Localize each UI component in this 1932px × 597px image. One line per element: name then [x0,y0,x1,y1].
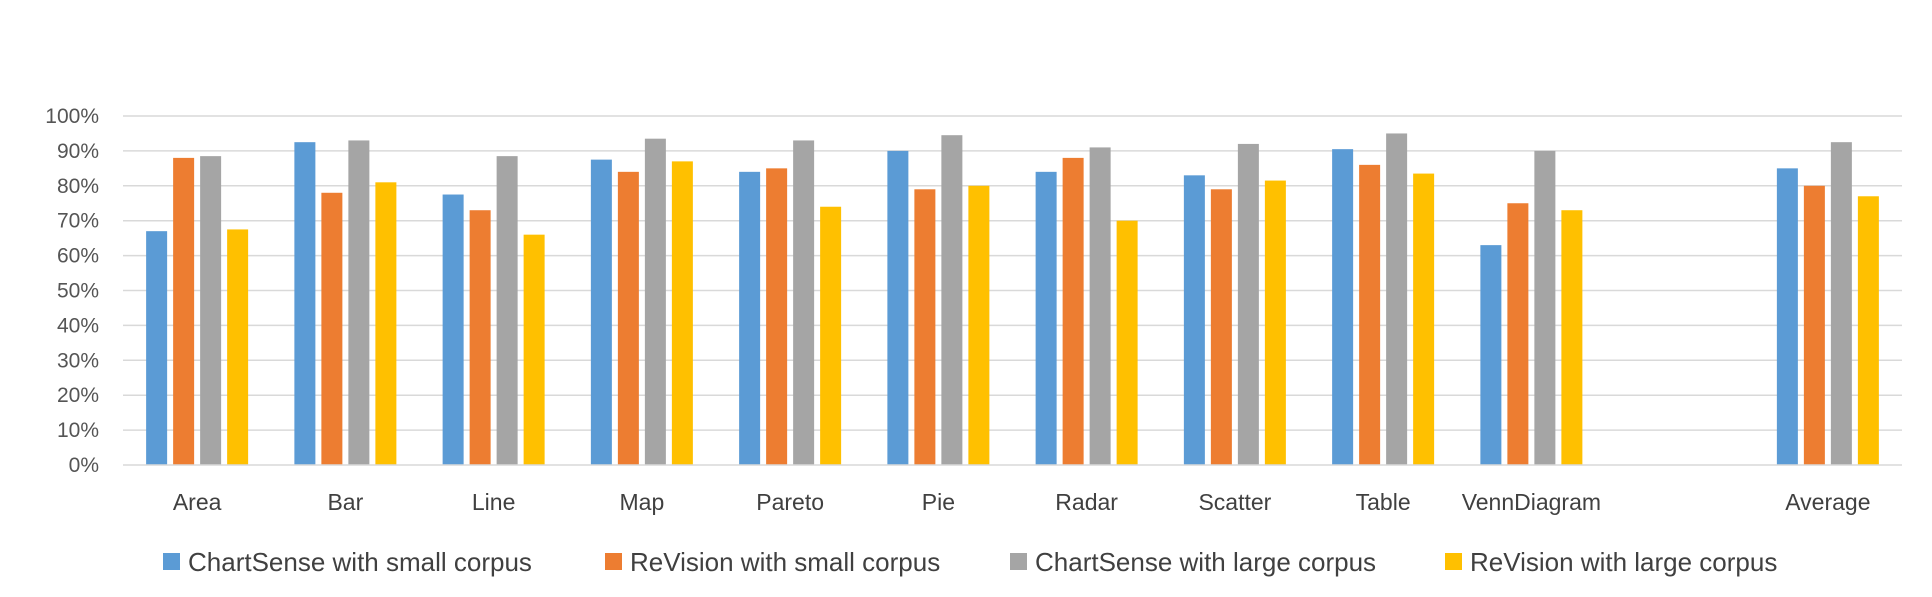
y-tick-label: 40% [57,314,99,337]
y-tick-label: 90% [57,140,99,163]
bar-pareto-series-0 [739,171,761,465]
x-category-label: Pie [922,489,955,515]
gridlines [123,115,1902,431]
x-category-label: Scatter [1198,489,1271,515]
x-category-label: Bar [327,489,363,515]
bar-line-series-1 [469,210,491,465]
bar-radar-series-1 [1062,157,1084,465]
bar-pareto-series-2 [793,140,815,465]
bar-area-series-1 [173,157,195,465]
y-tick-label: 10% [57,419,99,442]
bar-venndiagram-series-3 [1561,210,1583,465]
bar-map-series-0 [590,159,612,465]
x-category-label: Radar [1055,489,1118,515]
bar-venndiagram-series-1 [1507,203,1529,465]
y-axis-tick-labels: 0% 10% 20% 30% 40% 50% 60% 70% 80% 90% 100% [45,105,99,477]
bar-table-series-2 [1386,133,1408,465]
x-category-label: Map [620,489,665,515]
bar-line-series-2 [496,156,518,465]
y-tick-label: 50% [57,280,99,303]
bar-average-series-1 [1803,185,1825,466]
bar-pie-series-2 [941,135,963,465]
x-category-label: Line [472,489,515,515]
legend-entry-label: ReVision with large corpus [1470,547,1777,577]
bar-bar-series-2 [348,140,370,465]
x-category-label: Table [1356,489,1411,515]
y-tick-label: 70% [57,210,99,233]
bar-pareto-series-1 [766,168,788,465]
bar-venndiagram-series-0 [1480,245,1502,465]
bar-bar-series-3 [375,182,397,465]
x-axis-category-labels: Area Bar Line Map Pareto Pie Radar Scatter Table… [173,489,1871,515]
x-category-label: Pareto [756,489,824,515]
bar-table-series-0 [1332,149,1354,465]
y-tick-label: 100% [45,105,99,128]
bar-average-series-2 [1830,142,1852,466]
bar-average-series-0 [1776,168,1798,465]
x-category-label: Area [173,489,222,515]
bar-radar-series-2 [1089,147,1111,465]
bar-venndiagram-series-2 [1534,150,1556,465]
legend-swatch [1010,553,1027,570]
bar-line-series-0 [442,194,464,465]
bar-scatter-series-1 [1210,189,1232,466]
legend-entry-label: ChartSense with small corpus [188,547,532,577]
legend-entry-label: ReVision with small corpus [630,547,940,577]
y-tick-label: 0% [69,454,99,477]
bar-scatter-series-0 [1183,175,1205,465]
bar-table-series-3 [1413,173,1435,465]
bar-average-series-3 [1857,196,1879,465]
y-tick-label: 60% [57,245,99,268]
bar-map-series-3 [671,161,693,465]
bar-pareto-series-3 [820,206,842,466]
y-tick-label: 80% [57,175,99,198]
bar-area-series-3 [227,229,249,465]
bar-area-series-2 [200,156,222,465]
bar-line-series-3 [523,234,545,465]
bar-map-series-1 [617,171,639,465]
bars [146,133,1879,466]
legend-entry-label: ChartSense with large corpus [1035,547,1376,577]
bar-pie-series-3 [968,185,990,466]
bar-bar-series-1 [321,192,343,465]
bar-pie-series-1 [914,189,936,466]
legend-swatch [605,553,622,570]
bar-area-series-0 [146,231,168,465]
legend-swatch [1445,553,1462,570]
legend-swatch [163,553,180,570]
bar-scatter-series-3 [1264,180,1286,465]
bar-map-series-2 [644,138,666,465]
bar-scatter-series-2 [1237,143,1259,466]
bar-pie-series-0 [887,150,909,465]
x-category-label: Average [1785,489,1870,515]
y-tick-label: 30% [57,349,99,372]
bar-radar-series-3 [1116,220,1138,465]
bar-table-series-1 [1359,164,1381,466]
bar-radar-series-0 [1035,171,1057,465]
bar-bar-series-0 [294,142,316,466]
y-tick-label: 20% [57,384,99,407]
x-category-label: VennDiagram [1462,489,1601,515]
legend: ChartSense with small corpus ReVision wit… [163,547,1777,577]
